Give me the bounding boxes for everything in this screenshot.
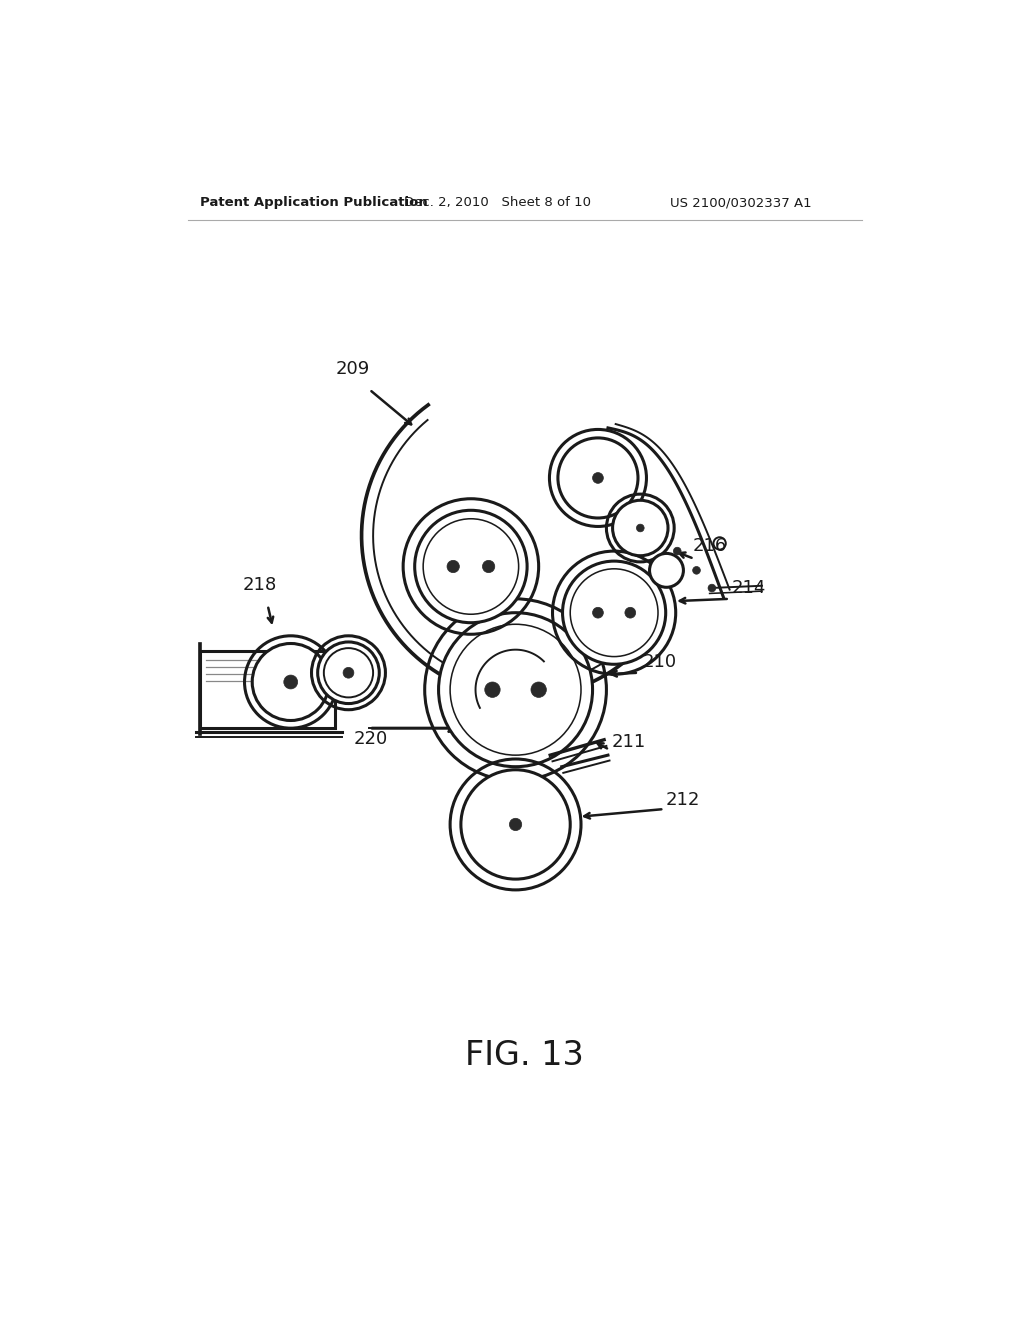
Bar <box>200 651 335 729</box>
Circle shape <box>714 537 726 549</box>
Circle shape <box>509 818 521 830</box>
Text: 218: 218 <box>243 576 276 594</box>
Circle shape <box>674 548 681 554</box>
Text: 212: 212 <box>666 791 700 809</box>
Circle shape <box>447 560 460 573</box>
Text: Patent Application Publication: Patent Application Publication <box>200 197 428 209</box>
Circle shape <box>531 682 547 697</box>
Circle shape <box>415 511 527 623</box>
Text: 214: 214 <box>731 579 766 598</box>
Circle shape <box>343 668 354 678</box>
Circle shape <box>708 585 716 591</box>
Circle shape <box>649 553 683 587</box>
Circle shape <box>692 566 700 574</box>
Circle shape <box>438 612 593 767</box>
Text: Dec. 2, 2010   Sheet 8 of 10: Dec. 2, 2010 Sheet 8 of 10 <box>403 197 591 209</box>
Circle shape <box>625 607 636 618</box>
Text: US 2100/0302337 A1: US 2100/0302337 A1 <box>670 197 811 209</box>
Text: 209: 209 <box>336 360 370 378</box>
Text: FIG. 13: FIG. 13 <box>466 1039 584 1072</box>
Circle shape <box>284 675 298 689</box>
Circle shape <box>484 682 500 697</box>
Bar <box>339 667 352 684</box>
Circle shape <box>593 473 603 483</box>
Circle shape <box>317 642 379 704</box>
Circle shape <box>252 644 330 721</box>
Text: 210: 210 <box>643 652 677 671</box>
Circle shape <box>593 607 603 618</box>
Text: 216: 216 <box>692 537 727 556</box>
Circle shape <box>482 560 495 573</box>
Circle shape <box>637 524 644 532</box>
Circle shape <box>562 561 666 664</box>
Circle shape <box>461 770 570 879</box>
Circle shape <box>558 438 638 517</box>
Text: 220: 220 <box>354 730 388 747</box>
Text: 211: 211 <box>611 734 646 751</box>
Circle shape <box>612 500 668 556</box>
